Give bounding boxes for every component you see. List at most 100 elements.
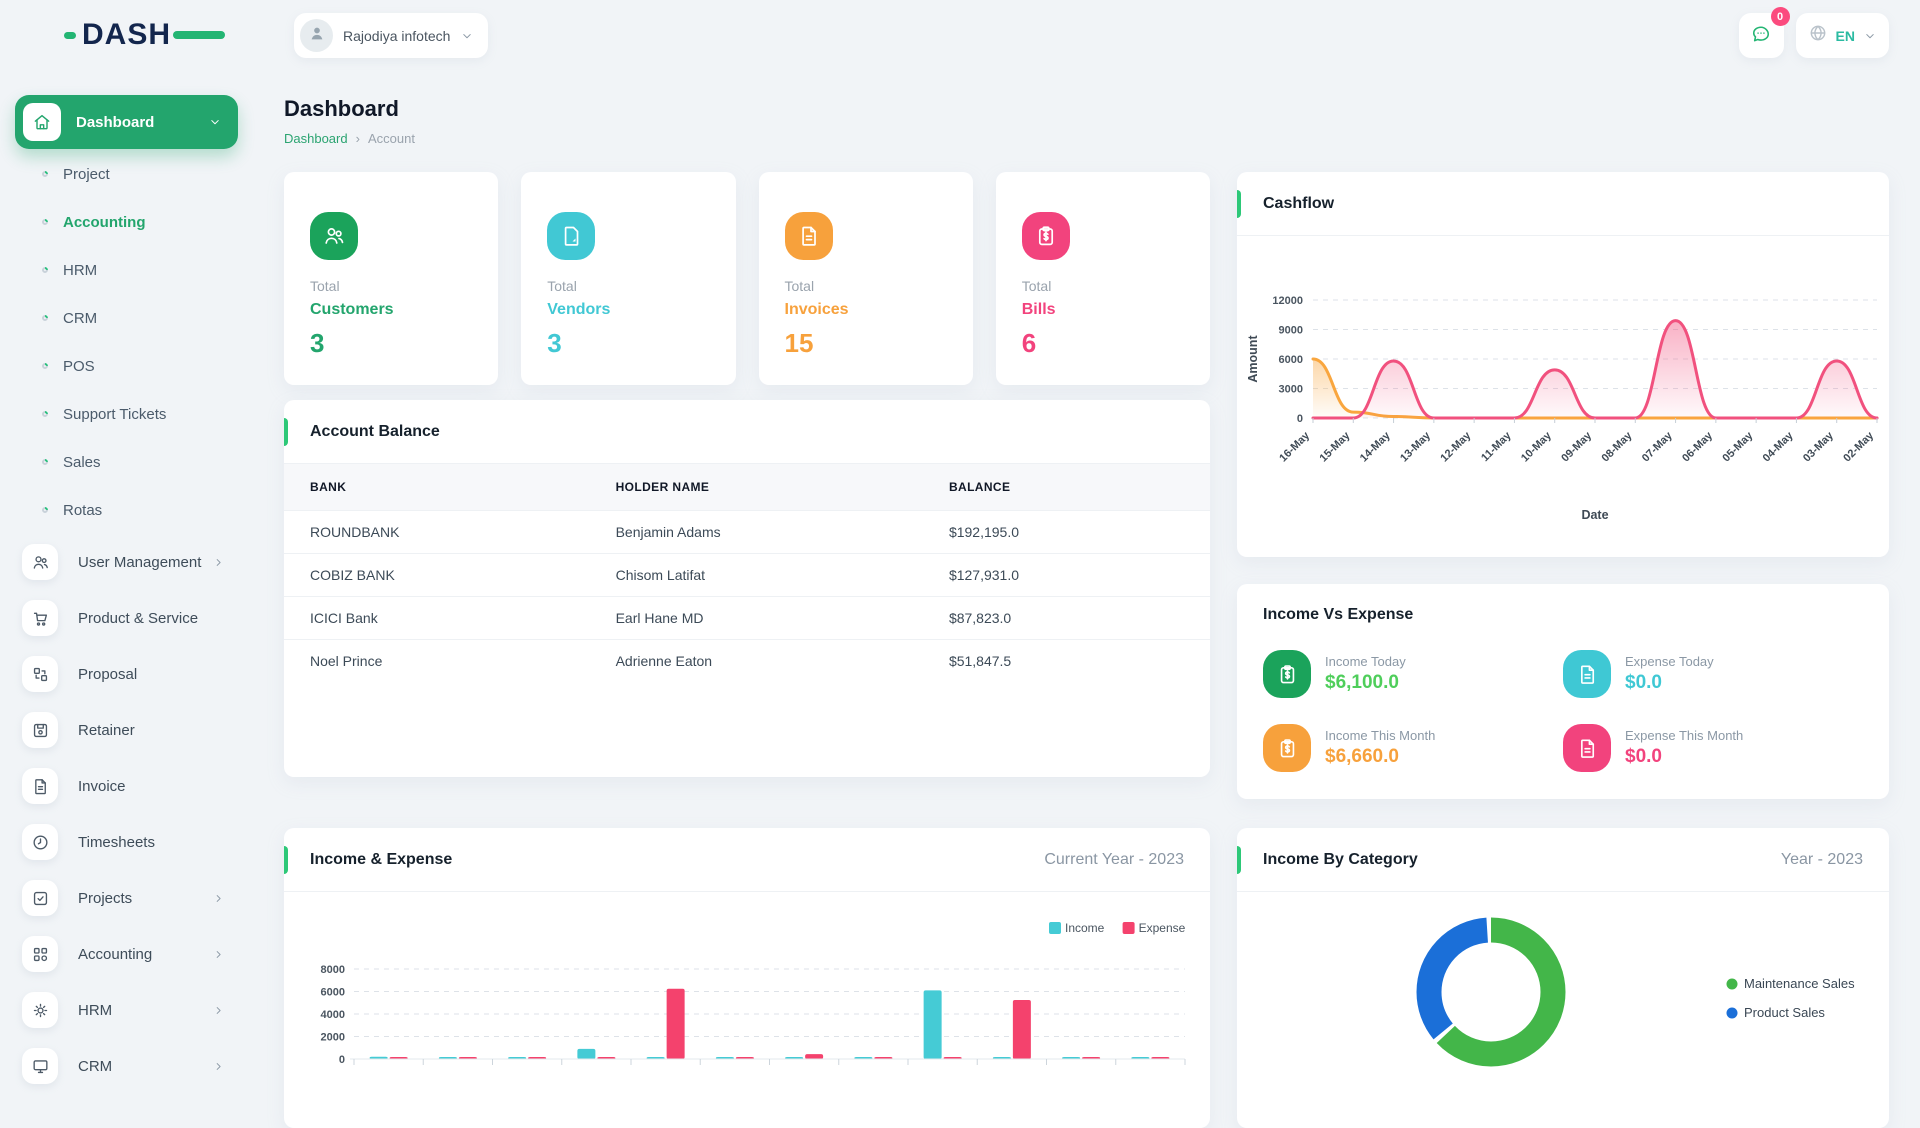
sidebar-item-pos[interactable]: POS	[0, 342, 283, 390]
sidebar-item-hrm[interactable]: HRM	[0, 982, 283, 1038]
ive-value: $0.0	[1625, 746, 1743, 768]
ive-item-expense-this-month: Expense This Month $0.0	[1563, 724, 1863, 772]
globe-icon	[1808, 23, 1828, 48]
sidebar-item-crm[interactable]: CRM	[0, 1038, 283, 1094]
svg-text:4000: 4000	[321, 1009, 345, 1021]
bullet-icon	[41, 362, 49, 370]
svg-text:0: 0	[1297, 413, 1303, 425]
svg-text:3000: 3000	[1279, 384, 1303, 396]
language-code: EN	[1836, 28, 1855, 44]
sidebar-item-label: Sales	[63, 454, 101, 471]
income-by-category-panel: Income By Category Year - 2023 Maintenan…	[1237, 828, 1889, 1128]
panel-accent	[284, 418, 288, 446]
sidebar-item-accounting[interactable]: Accounting	[0, 198, 283, 246]
svg-text:14-May: 14-May	[1358, 429, 1393, 464]
svg-text:08-May: 08-May	[1600, 429, 1635, 464]
svg-text:10-May: 10-May	[1519, 429, 1554, 464]
sidebar-item-retainer[interactable]: Retainer	[0, 702, 283, 758]
ive-item-income-this-month: Income This Month$6,660.0	[1263, 724, 1563, 772]
chevron-right-icon	[212, 1004, 225, 1017]
file-text-icon	[1563, 650, 1611, 698]
ive-text: Expense This Month $0.0	[1625, 728, 1743, 768]
bullet-icon	[41, 410, 49, 418]
table-cell-balance: $127,931.0	[923, 554, 1210, 597]
svg-text:12-May: 12-May	[1438, 429, 1473, 464]
file-text-icon	[785, 212, 833, 260]
table-cell-bank: Noel Prince	[284, 640, 590, 683]
breadcrumb-current: Account	[368, 131, 415, 146]
breadcrumb-separator: ›	[356, 131, 360, 146]
messages-badge: 0	[1771, 7, 1790, 26]
clipboard-dollar-icon	[1263, 650, 1311, 698]
sidebar-item-label: Support Tickets	[63, 406, 166, 423]
grid-icon	[22, 936, 58, 972]
ive-text: Income Today$6,100.0	[1325, 654, 1406, 694]
messages-button[interactable]: 0	[1739, 13, 1784, 58]
stat-label: Bills	[1022, 301, 1184, 319]
svg-text:Amount: Amount	[1246, 335, 1260, 383]
sidebar-item-label: HRM	[63, 262, 97, 279]
sidebar-item-projects[interactable]: Projects	[0, 870, 283, 926]
svg-text:06-May: 06-May	[1680, 429, 1715, 464]
svg-text:Income: Income	[1065, 921, 1105, 935]
panel-title: Cashflow	[1263, 195, 1863, 213]
table-cell-bank: COBIZ BANK	[284, 554, 590, 597]
page-title: Dashboard	[284, 96, 1889, 122]
svg-text:Expense: Expense	[1139, 921, 1186, 935]
chevron-down-icon	[1863, 29, 1877, 43]
sidebar-item-accounting[interactable]: Accounting	[0, 926, 283, 982]
svg-text:2000: 2000	[321, 1032, 345, 1044]
bullet-icon	[41, 458, 49, 466]
language-selector[interactable]: EN	[1796, 13, 1889, 58]
sidebar-item-rotas[interactable]: Rotas	[0, 486, 283, 534]
stat-prefix: Total	[547, 278, 709, 294]
sidebar-item-invoice[interactable]: Invoice	[0, 758, 283, 814]
sidebar-item-user-management[interactable]: User Management	[0, 534, 283, 590]
bullet-icon	[41, 314, 49, 322]
stat-label: Customers	[310, 301, 472, 319]
sidebar-item-proposal[interactable]: Proposal	[0, 646, 283, 702]
stat-value: 3	[547, 328, 709, 359]
sidebar-item-product-service[interactable]: Product & Service	[0, 590, 283, 646]
table-cell-balance: $192,195.0	[923, 511, 1210, 554]
gear-icon	[22, 992, 58, 1028]
ive-label: Expense This Month	[1625, 728, 1743, 743]
sidebar-item-support-tickets[interactable]: Support Tickets	[0, 390, 283, 438]
sidebar-item-label: HRM	[78, 1002, 212, 1019]
workspace-selector[interactable]: Rajodiya infotech	[294, 13, 488, 58]
sidebar-item-hrm[interactable]: HRM	[0, 246, 283, 294]
table-cell-holder: Benjamin Adams	[590, 511, 923, 554]
column-header: BALANCE	[923, 464, 1210, 511]
stat-card-vendors: Total Vendors 3	[521, 172, 735, 385]
sidebar-item-label: Proposal	[78, 666, 283, 683]
stat-value: 6	[1022, 328, 1184, 359]
breadcrumb-link-dashboard[interactable]: Dashboard	[284, 131, 348, 146]
chevron-right-icon	[212, 948, 225, 961]
sidebar-item-label: Project	[63, 166, 110, 183]
logo-dash-icon	[64, 32, 76, 39]
chevron-right-icon	[212, 556, 225, 569]
ive-text: Income This Month$6,660.0	[1325, 728, 1435, 768]
sidebar-item-dashboard[interactable]: Dashboard	[15, 95, 238, 149]
chevron-down-icon	[208, 115, 222, 129]
svg-text:05-May: 05-May	[1720, 429, 1755, 464]
users-icon	[22, 544, 58, 580]
clock-icon	[22, 824, 58, 860]
sidebar-item-sales[interactable]: Sales	[0, 438, 283, 486]
stat-label: Vendors	[547, 301, 709, 319]
sidebar-item-project[interactable]: Project	[0, 150, 283, 198]
workspace-avatar	[300, 19, 333, 52]
sidebar-item-crm[interactable]: CRM	[0, 294, 283, 342]
cart-icon	[22, 600, 58, 636]
svg-text:9000: 9000	[1279, 325, 1303, 337]
sidebar-item-timesheets[interactable]: Timesheets	[0, 814, 283, 870]
sidebar-item-label: CRM	[78, 1058, 212, 1075]
